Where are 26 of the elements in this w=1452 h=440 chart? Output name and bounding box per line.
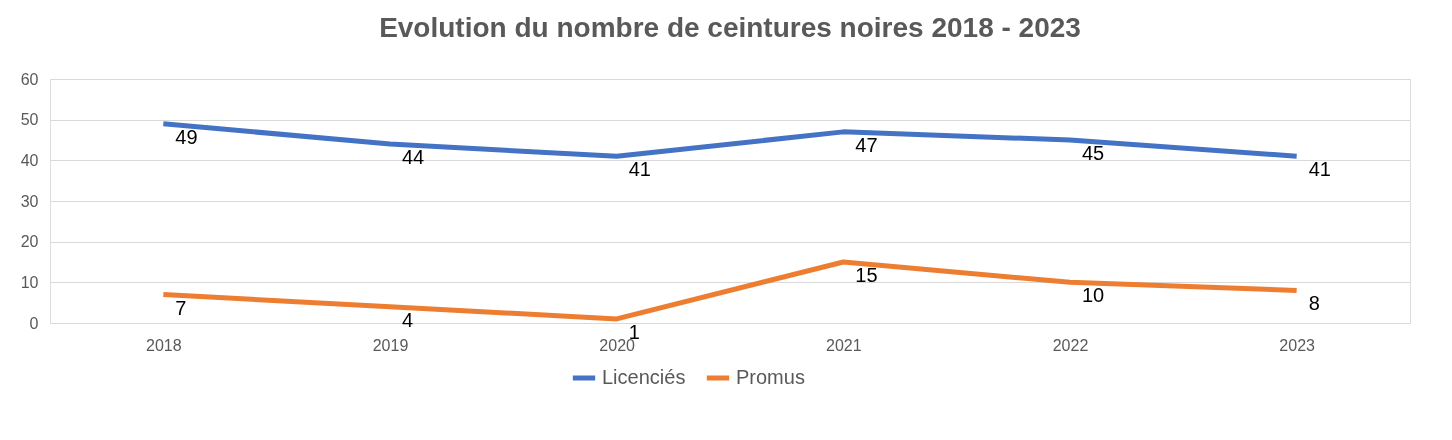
legend-label: Promus [736,366,805,388]
data-label: 41 [628,158,651,181]
x-tick-label: 2018 [146,336,182,354]
y-tick-label: 0 [29,314,39,332]
data-label: 10 [1082,284,1105,307]
data-label: 47 [855,133,878,156]
x-tick-label: 2022 [1052,336,1089,354]
data-label: 7 [175,296,187,319]
legend-label: Licenciés [602,366,686,388]
x-tick-label: 2023 [1279,336,1316,354]
x-tick-label: 2019 [372,336,409,354]
data-label: 8 [1308,292,1320,315]
data-label: 44 [402,146,425,169]
y-tick-label: 20 [20,233,39,251]
y-tick-label: 40 [20,151,39,169]
y-tick-label: 50 [20,111,39,129]
data-label: 4 [402,308,414,331]
chart-title: Evolution du nombre de ceintures noires 2018 - 2023 [379,12,1081,43]
y-tick-label: 10 [20,273,39,291]
data-label: 41 [1308,158,1331,181]
data-label: 45 [1082,142,1105,164]
data-label: 49 [175,125,198,148]
data-label: 15 [855,264,878,286]
y-tick-label: 30 [20,192,39,210]
y-tick-label: 60 [20,70,39,88]
x-tick-label: 2021 [826,336,862,354]
